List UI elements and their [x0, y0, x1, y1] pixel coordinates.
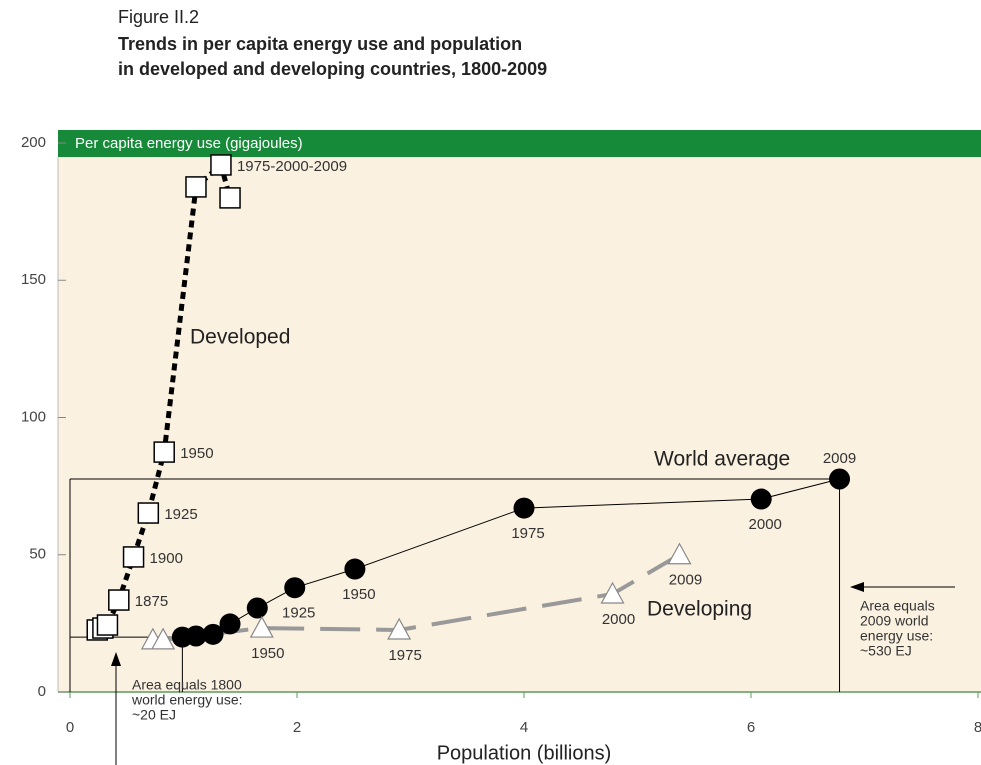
- series-label: Developing: [647, 598, 752, 621]
- chart-title: Trends in per capita energy use and popu…: [118, 34, 522, 54]
- marker-square: [185, 176, 207, 198]
- marker-circle: [246, 597, 268, 619]
- note: 2009 world: [860, 613, 929, 629]
- marker-circle: [829, 468, 851, 490]
- y-tick-label: 0: [38, 683, 46, 700]
- figure-label: Figure II.2: [118, 7, 199, 27]
- point-label: 2000: [602, 611, 635, 628]
- note: ~530 EJ: [860, 643, 912, 659]
- marker-circle: [344, 558, 366, 580]
- note: Area equals: [860, 598, 935, 614]
- plot-background: [58, 157, 981, 692]
- point-label: 1875: [135, 593, 168, 610]
- marker-square: [210, 154, 232, 176]
- marker-circle: [750, 488, 772, 510]
- marker-triangle: [600, 581, 625, 604]
- marker-triangle: [249, 615, 274, 638]
- y-axis-label: Per capita energy use (gigajoules): [75, 135, 303, 152]
- y-tick-label: 200: [21, 134, 46, 151]
- point-label: 2000: [749, 516, 782, 533]
- x-tick-label: 2: [293, 719, 301, 736]
- point-label: 1950: [251, 645, 284, 662]
- point-label: 1950: [180, 445, 213, 462]
- point-label: 1900: [150, 550, 183, 567]
- marker-triangle: [387, 617, 412, 640]
- series-label: World average: [654, 448, 790, 471]
- point-label: 1975: [388, 647, 421, 664]
- marker-circle: [202, 623, 224, 645]
- marker-square: [96, 614, 119, 636]
- y-tick-label: 50: [29, 546, 46, 563]
- arrowhead: [111, 652, 121, 666]
- marker-square: [108, 589, 130, 611]
- y-tick-label: 150: [21, 271, 46, 288]
- note: energy use:: [860, 628, 933, 644]
- marker-circle: [185, 625, 207, 647]
- note: world energy use:: [131, 692, 243, 708]
- marker-circle: [219, 613, 241, 635]
- series-label: Developed: [190, 326, 290, 349]
- marker-triangle: [151, 627, 176, 650]
- point-label: 2009: [669, 572, 702, 589]
- note: ~20 EJ: [132, 707, 176, 723]
- chart-title: in developed and developing countries, 1…: [118, 59, 547, 79]
- point-label: 1950: [342, 586, 375, 603]
- marker-circle: [284, 577, 306, 599]
- marker-square: [153, 441, 175, 463]
- point-label: 1925: [282, 605, 315, 622]
- x-tick-label: 6: [747, 719, 755, 736]
- x-axis-label: Population (billions): [437, 742, 612, 764]
- marker-square: [219, 187, 241, 209]
- marker-square: [122, 546, 145, 568]
- arrows: [111, 582, 955, 765]
- x-tick-label: 4: [520, 719, 528, 736]
- arrowhead: [850, 582, 864, 592]
- header-band: [58, 130, 981, 157]
- point-label: 1925: [164, 506, 197, 523]
- marker-circle: [513, 497, 535, 519]
- x-tick-label: 8: [974, 719, 981, 736]
- point-label: 2009: [823, 450, 856, 467]
- note: Area equals 1800: [132, 677, 242, 693]
- marker-triangle: [667, 542, 692, 565]
- point-label: 1975: [511, 525, 544, 542]
- y-tick-label: 100: [21, 408, 46, 425]
- point-label: 1975-2000-2009: [237, 158, 347, 175]
- marker-square: [137, 502, 160, 524]
- x-tick-label: 0: [66, 719, 74, 736]
